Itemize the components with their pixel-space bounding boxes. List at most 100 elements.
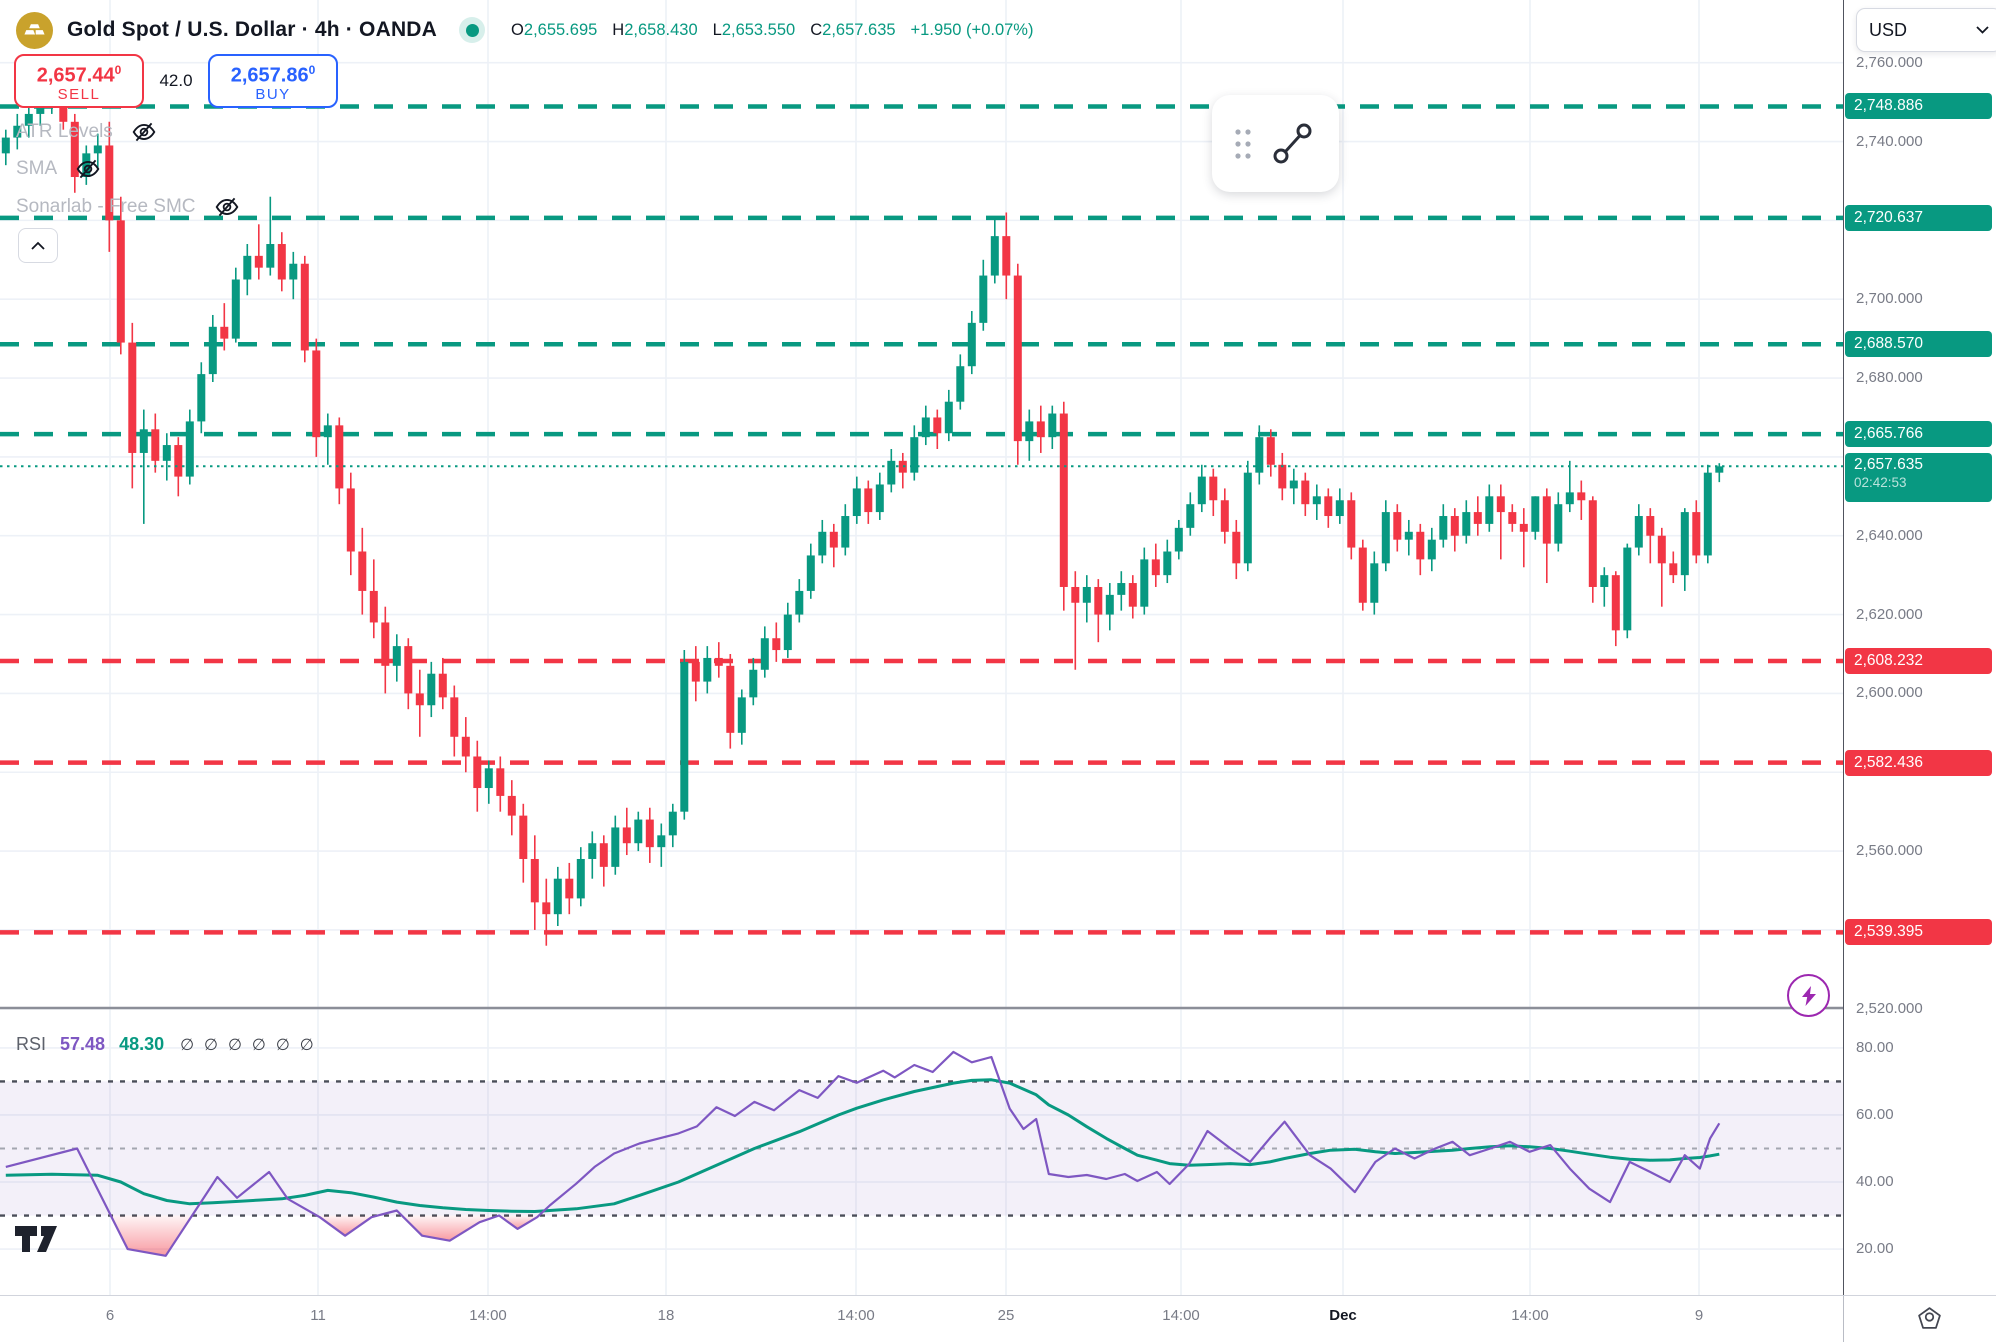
chart-settings-icon[interactable]	[1916, 1305, 1943, 1337]
candle-body	[737, 697, 746, 733]
candle-body	[1692, 512, 1701, 556]
candle-body	[956, 366, 965, 402]
candle-body	[1094, 586, 1103, 615]
candle-body	[450, 697, 459, 737]
axis-separator	[1843, 1296, 1844, 1342]
candle-body	[1255, 437, 1264, 473]
current-price-value: 2,657.635	[1854, 456, 1923, 474]
close-key: C	[810, 20, 823, 39]
level-price-tag[interactable]: 2,539.395	[1845, 919, 1992, 946]
candle-body	[921, 417, 930, 438]
candle-body	[806, 555, 815, 591]
level-price-tag[interactable]: 2,720.637	[1845, 204, 1992, 231]
candle-body	[1485, 496, 1494, 524]
collapse-legend-button[interactable]	[18, 228, 58, 263]
candle-body	[864, 488, 873, 513]
price-tick: 2,560.000	[1856, 842, 1923, 860]
tradingview-logo[interactable]	[14, 1224, 64, 1259]
rsi-line	[5, 1050, 1721, 1257]
candle-body	[1266, 437, 1275, 465]
quick-actions-button[interactable]	[1787, 974, 1830, 1017]
indicator-row-sonarlab[interactable]: Sonarlab - Free SMC	[16, 192, 240, 222]
buy-button[interactable]: 2,657.860 BUY	[208, 54, 338, 108]
candle-body	[36, 102, 45, 114]
candle-body	[243, 255, 252, 280]
candle-body	[1496, 496, 1505, 513]
candle-body	[795, 590, 804, 615]
eye-hidden-icon[interactable]	[214, 194, 240, 220]
level-price-tag[interactable]: 2,688.570	[1845, 331, 1992, 358]
change-value: +1.950 (+0.07%)	[910, 20, 1034, 39]
candle-body	[1600, 575, 1609, 587]
time-tick: 14:00	[469, 1307, 507, 1324]
candle-body	[220, 326, 229, 339]
floating-drawing-toolbar[interactable]	[1212, 95, 1339, 192]
candle-body	[277, 244, 286, 280]
candle-body	[519, 815, 528, 859]
candle-body	[496, 768, 505, 796]
candle-body	[898, 460, 907, 473]
rsi-legend[interactable]: RSI 57.48 48.30 ∅ ∅ ∅ ∅ ∅ ∅	[16, 1034, 324, 1055]
price-tick: 2,740.000	[1856, 132, 1923, 150]
level-price-tag[interactable]: 2,665.766	[1845, 421, 1992, 448]
candle-body	[116, 220, 125, 343]
candle-body	[542, 902, 551, 915]
candle-body	[1036, 421, 1045, 438]
candle-body	[1324, 496, 1333, 517]
price-scale[interactable]: USD 2,760.000 2,740.000 2,700.000 2,680.000…	[1843, 0, 1996, 1295]
candle-body	[254, 255, 263, 268]
candle-body	[1312, 496, 1321, 505]
price-tick: 2,600.000	[1856, 684, 1923, 702]
candle-body	[783, 614, 792, 651]
buy-price: 2,657.86	[230, 64, 309, 87]
symbol-title[interactable]: Gold Spot / U.S. Dollar · 4h · OANDA	[67, 18, 438, 41]
currency-dropdown[interactable]: USD	[1856, 8, 1996, 52]
sell-button[interactable]: 2,657.440 SELL	[14, 54, 144, 108]
trend-line-tool-icon[interactable]	[1266, 118, 1318, 170]
candle-body	[185, 421, 194, 477]
candle-body	[599, 843, 608, 867]
rsi-tick: 20.00	[1856, 1240, 1894, 1258]
candle-body	[1301, 480, 1310, 505]
candle-body	[1669, 563, 1678, 576]
level-price-tag[interactable]: 2,748.886	[1845, 93, 1992, 120]
price-tick: 2,520.000	[1856, 999, 1923, 1017]
level-price-tag[interactable]: 2,608.232	[1845, 647, 1992, 674]
candle-body	[139, 429, 148, 453]
eye-hidden-icon[interactable]	[131, 119, 157, 145]
rsi-tick: 40.00	[1856, 1173, 1894, 1190]
candle-body	[392, 646, 401, 666]
candle-body	[1703, 472, 1712, 556]
candle-body	[1646, 516, 1655, 536]
tradingview-logo-icon	[15, 1226, 57, 1252]
candle-body	[887, 460, 896, 485]
candle-body	[714, 657, 723, 666]
eye-hidden-icon[interactable]	[75, 156, 101, 182]
drag-handle-icon[interactable]	[1233, 126, 1253, 162]
gold-symbol-icon[interactable]	[16, 11, 53, 49]
level-price-tag[interactable]: 2,582.436	[1845, 749, 1992, 776]
high-value: 2,658.430	[624, 20, 698, 39]
candle-body	[1462, 512, 1471, 536]
time-scale[interactable]: 6 11 14:00 18 14:00 25 14:00 Dec 14:00 9	[0, 1295, 1996, 1342]
candle-body	[530, 858, 539, 903]
current-price-tag[interactable]: 2,657.635 02:42:53	[1845, 453, 1992, 503]
candle-body	[415, 693, 424, 706]
empty-set-icon: ∅	[227, 1037, 242, 1054]
candle-body	[1680, 512, 1689, 576]
candle-body	[668, 811, 677, 836]
candle-body	[910, 437, 919, 473]
indicator-row-sma[interactable]: SMA	[16, 154, 101, 184]
indicator-row-atr-levels[interactable]: ATR Levels	[16, 117, 157, 147]
market-status-icon[interactable]	[459, 17, 486, 43]
chevron-down-icon	[1976, 26, 1989, 34]
candle-body	[576, 858, 585, 899]
candle-body	[841, 516, 850, 548]
empty-set-icon: ∅	[204, 1037, 218, 1054]
rsi-oversold-fill	[316, 1215, 378, 1236]
empty-set-icon: ∅	[180, 1037, 195, 1054]
indicator-name: Sonarlab - Free SMC	[16, 196, 196, 217]
candle-body	[1105, 594, 1114, 615]
candle-body	[404, 646, 413, 694]
